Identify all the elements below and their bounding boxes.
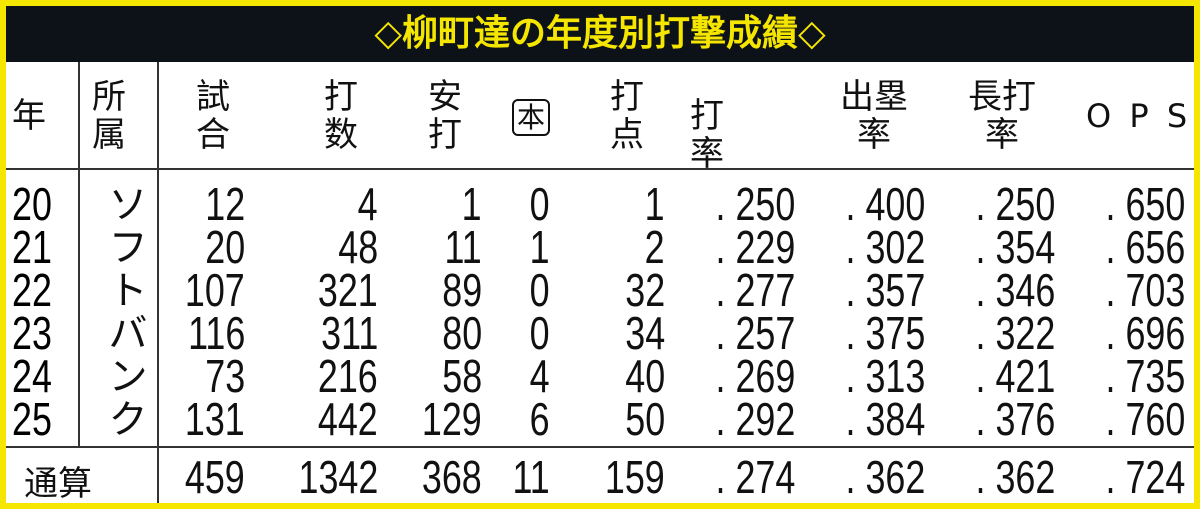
cell-出塁率: . 357 bbox=[845, 264, 925, 316]
cell-長打率: . 376 bbox=[975, 393, 1055, 445]
cell-打点: 32 bbox=[625, 264, 665, 316]
cell-試合: 12 bbox=[205, 178, 245, 230]
cell-安打: 11 bbox=[444, 221, 482, 273]
year-cell: 25 bbox=[12, 393, 52, 445]
cell-OPS: . 703 bbox=[1105, 264, 1185, 316]
cell-本: 0 bbox=[530, 178, 550, 230]
cell-試合: 131 bbox=[185, 393, 245, 445]
cell-打数: 216 bbox=[318, 350, 378, 402]
cell-打点: 34 bbox=[625, 307, 665, 359]
year-cell: 22 bbox=[12, 264, 52, 316]
cell-本: 6 bbox=[530, 393, 550, 445]
total-cell: . 274 bbox=[715, 451, 795, 503]
header-6: 打 点 bbox=[610, 77, 644, 155]
total-cell: . 362 bbox=[845, 451, 925, 503]
cell-打点: 2 bbox=[645, 221, 665, 273]
stats-table: ◇柳町達の年度別打撃成績◇ 年 所 属 試 合 打 数 安 打 本 打 点 打 率 出塁 率長打… bbox=[6, 6, 1194, 504]
header-4: 安 打 bbox=[428, 77, 462, 155]
team-divider bbox=[157, 62, 159, 503]
cell-打率: . 292 bbox=[715, 393, 795, 445]
cell-出塁率: . 302 bbox=[845, 221, 925, 273]
cell-OPS: . 760 bbox=[1105, 393, 1185, 445]
header-8: 出塁 率 bbox=[840, 77, 908, 155]
cell-打数: 48 bbox=[338, 221, 378, 273]
cell-打点: 40 bbox=[625, 350, 665, 402]
header-10: O P S bbox=[1086, 97, 1192, 135]
cell-打点: 50 bbox=[625, 393, 665, 445]
table-title: ◇柳町達の年度別打撃成績◇ bbox=[6, 6, 1194, 62]
cell-OPS: . 656 bbox=[1105, 221, 1185, 273]
cell-安打: 80 bbox=[442, 307, 482, 359]
year-cell: 21 bbox=[12, 221, 52, 273]
cell-OPS: . 696 bbox=[1105, 307, 1185, 359]
cell-打数: 4 bbox=[358, 178, 378, 230]
total-cell: 11 bbox=[512, 451, 550, 503]
cell-打率: . 229 bbox=[715, 221, 795, 273]
total-cell: 459 bbox=[185, 451, 245, 503]
cell-打数: 321 bbox=[318, 264, 378, 316]
year-cell: 24 bbox=[12, 350, 52, 402]
cell-試合: 73 bbox=[205, 350, 245, 402]
total-divider bbox=[6, 446, 1194, 448]
cell-打点: 1 bbox=[645, 178, 665, 230]
header-3: 打 数 bbox=[324, 77, 358, 155]
cell-試合: 116 bbox=[187, 307, 245, 359]
cell-本: 0 bbox=[530, 307, 550, 359]
cell-打率: . 250 bbox=[715, 178, 795, 230]
cell-OPS: . 650 bbox=[1105, 178, 1185, 230]
total-cell: 1342 bbox=[298, 451, 378, 503]
cell-出塁率: . 313 bbox=[845, 350, 925, 402]
year-cell: 20 bbox=[12, 178, 52, 230]
cell-打率: . 277 bbox=[715, 264, 795, 316]
cell-長打率: . 250 bbox=[975, 178, 1055, 230]
cell-打率: . 269 bbox=[715, 350, 795, 402]
total-cell: 368 bbox=[422, 451, 482, 503]
cell-試合: 20 bbox=[205, 221, 245, 273]
cell-長打率: . 354 bbox=[975, 221, 1055, 273]
year-cell: 23 bbox=[12, 307, 52, 359]
cell-安打: 1 bbox=[462, 178, 482, 230]
header-7: 打 率 bbox=[690, 96, 724, 174]
cell-本: 4 bbox=[530, 350, 550, 402]
header-9: 長打 率 bbox=[968, 77, 1036, 155]
header-2: 試 合 bbox=[196, 77, 230, 155]
year-divider bbox=[78, 62, 80, 446]
header-5: 本 bbox=[512, 97, 551, 137]
cell-出塁率: . 384 bbox=[845, 393, 925, 445]
header-divider bbox=[6, 168, 1194, 170]
cell-OPS: . 735 bbox=[1105, 350, 1185, 402]
total-cell: . 724 bbox=[1105, 451, 1185, 503]
cell-打率: . 257 bbox=[715, 307, 795, 359]
header-0: 年 bbox=[12, 96, 46, 136]
cell-長打率: . 322 bbox=[975, 307, 1055, 359]
header-1: 所 属 bbox=[92, 77, 126, 155]
cell-安打: 129 bbox=[422, 393, 482, 445]
cell-長打率: . 421 bbox=[975, 350, 1055, 402]
cell-出塁率: . 375 bbox=[845, 307, 925, 359]
cell-打数: 442 bbox=[318, 393, 378, 445]
cell-本: 0 bbox=[530, 264, 550, 316]
total-label: 通算 bbox=[24, 464, 92, 504]
cell-安打: 89 bbox=[442, 264, 482, 316]
cell-長打率: . 346 bbox=[975, 264, 1055, 316]
cell-試合: 107 bbox=[185, 264, 245, 316]
cell-安打: 58 bbox=[442, 350, 482, 402]
team-name: ソフトバンク bbox=[101, 183, 147, 441]
cell-本: 1 bbox=[530, 221, 550, 273]
total-cell: 159 bbox=[605, 451, 665, 503]
total-cell: . 362 bbox=[975, 451, 1055, 503]
cell-出塁率: . 400 bbox=[845, 178, 925, 230]
cell-打数: 311 bbox=[320, 307, 378, 359]
